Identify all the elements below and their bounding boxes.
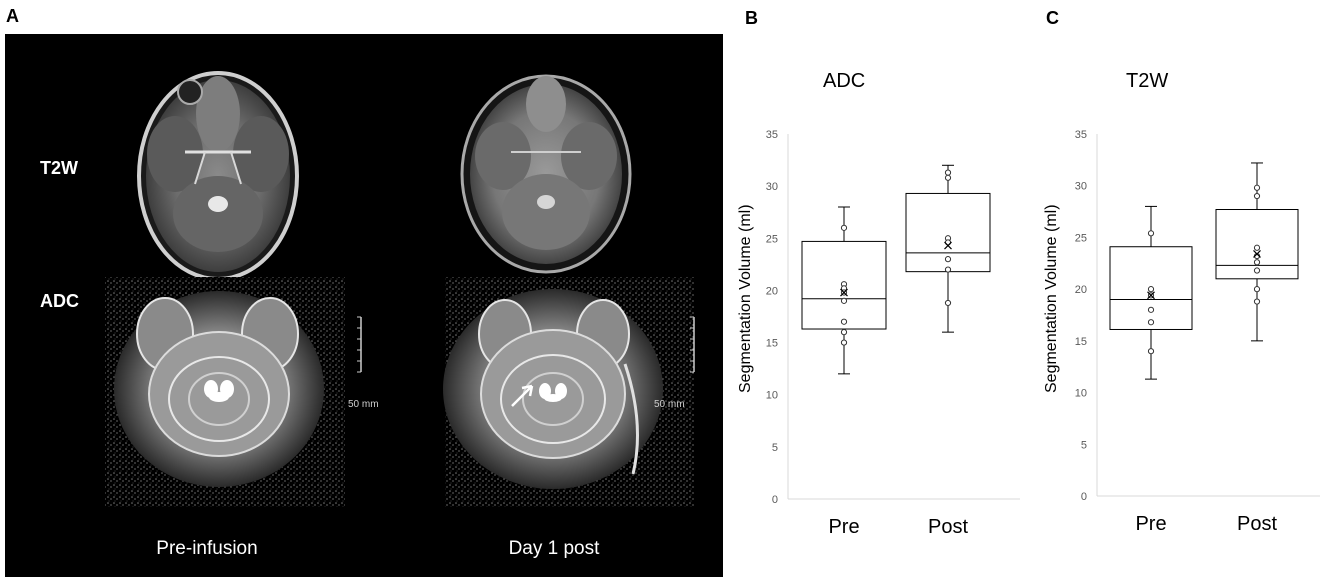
y-tick-label: 25 — [1075, 232, 1087, 244]
chart-adc: ADC Segmentation Volume (ml) 0 5 10 15 20 25 3… — [730, 0, 1030, 583]
data-point — [1253, 259, 1261, 266]
adc-post-scan — [443, 277, 695, 507]
data-point — [1253, 267, 1261, 274]
x-tick-label: Post — [1237, 513, 1277, 535]
data-point — [1253, 192, 1261, 200]
data-point — [1253, 184, 1261, 191]
data-point — [840, 297, 848, 304]
chart-t2w-svg: 0 5 10 15 20 25 30 35 Pre Post — [1075, 129, 1320, 535]
panel-c-label: C — [1046, 8, 1059, 28]
y-tick-label: 15 — [766, 338, 778, 350]
y-tick-label: 30 — [766, 181, 778, 193]
row-label-t2w: T2W — [40, 158, 78, 178]
data-point — [840, 318, 848, 325]
y-tick-label: 35 — [1075, 129, 1087, 141]
chart-title: ADC — [823, 70, 866, 92]
y-tick-label: 0 — [772, 494, 778, 506]
data-point — [1147, 348, 1155, 355]
scale-label-post: 50 mm — [654, 399, 685, 410]
data-point — [1147, 306, 1155, 313]
data-point — [840, 329, 848, 336]
scale-bar-post — [690, 316, 695, 373]
mri-scans-svg: T2W ADC 50 mm 50 mm Pre-infusion Day 1 p… — [40, 71, 695, 559]
data-point — [840, 224, 848, 231]
y-tick-label: 30 — [1075, 181, 1087, 193]
chart-t2w: T2W Segmentation Volume (ml) 0 5 10 15 20 25 3… — [1040, 0, 1325, 583]
y-tick-label: 20 — [766, 285, 778, 297]
mean-marker — [840, 288, 848, 297]
data-point — [944, 174, 952, 181]
data-point — [944, 299, 952, 307]
t2w-pre-scan — [137, 71, 299, 281]
data-point — [944, 169, 952, 176]
y-tick-label: 25 — [766, 233, 778, 245]
panel-b-label: B — [745, 8, 758, 28]
adc-pre-scan — [105, 277, 345, 507]
panel-a-label: A — [6, 6, 19, 26]
y-tick-label: 5 — [1081, 439, 1087, 451]
scale-label-pre: 50 mm — [348, 399, 379, 410]
chart-adc-svg: 0 5 10 15 20 25 30 35 Pre Post — [766, 129, 1020, 538]
x-tick-label: Pre — [828, 516, 859, 538]
y-tick-label: 20 — [1075, 284, 1087, 296]
mean-marker — [1253, 250, 1261, 258]
mean-marker — [1147, 291, 1155, 300]
data-point — [1253, 298, 1261, 305]
data-point — [1253, 286, 1261, 293]
arrow-annotation — [511, 384, 534, 407]
x-tick-label: Pre — [1135, 513, 1166, 535]
t2w-post-scan — [460, 74, 632, 274]
y-tick-label: 15 — [1075, 336, 1087, 348]
y-tick-label: 35 — [766, 129, 778, 141]
x-tick-label: Post — [928, 516, 968, 538]
y-tick-label: 10 — [1075, 388, 1087, 400]
col-label-pre-infusion: Pre-infusion — [156, 538, 257, 559]
y-axis-label: Segmentation Volume (ml) — [1043, 204, 1060, 393]
y-tick-label: 5 — [772, 442, 778, 454]
data-point — [1147, 230, 1155, 237]
col-label-day1-post: Day 1 post — [509, 538, 601, 559]
data-point — [840, 339, 848, 346]
mri-image-panel: T2W ADC 50 mm 50 mm Pre-infusion Day 1 p… — [5, 34, 723, 577]
y-tick-label: 10 — [766, 390, 778, 402]
y-tick-label: 0 — [1081, 491, 1087, 503]
row-label-adc: ADC — [40, 291, 79, 311]
data-point — [944, 266, 952, 273]
box-post — [1215, 209, 1299, 280]
data-point — [1147, 319, 1155, 326]
data-point — [1253, 244, 1261, 251]
y-axis-label: Segmentation Volume (ml) — [737, 204, 754, 393]
data-point — [944, 256, 952, 263]
scale-bar-pre — [357, 316, 362, 373]
data-point — [1147, 286, 1155, 293]
chart-title: T2W — [1126, 70, 1169, 92]
mean-marker — [944, 241, 952, 250]
